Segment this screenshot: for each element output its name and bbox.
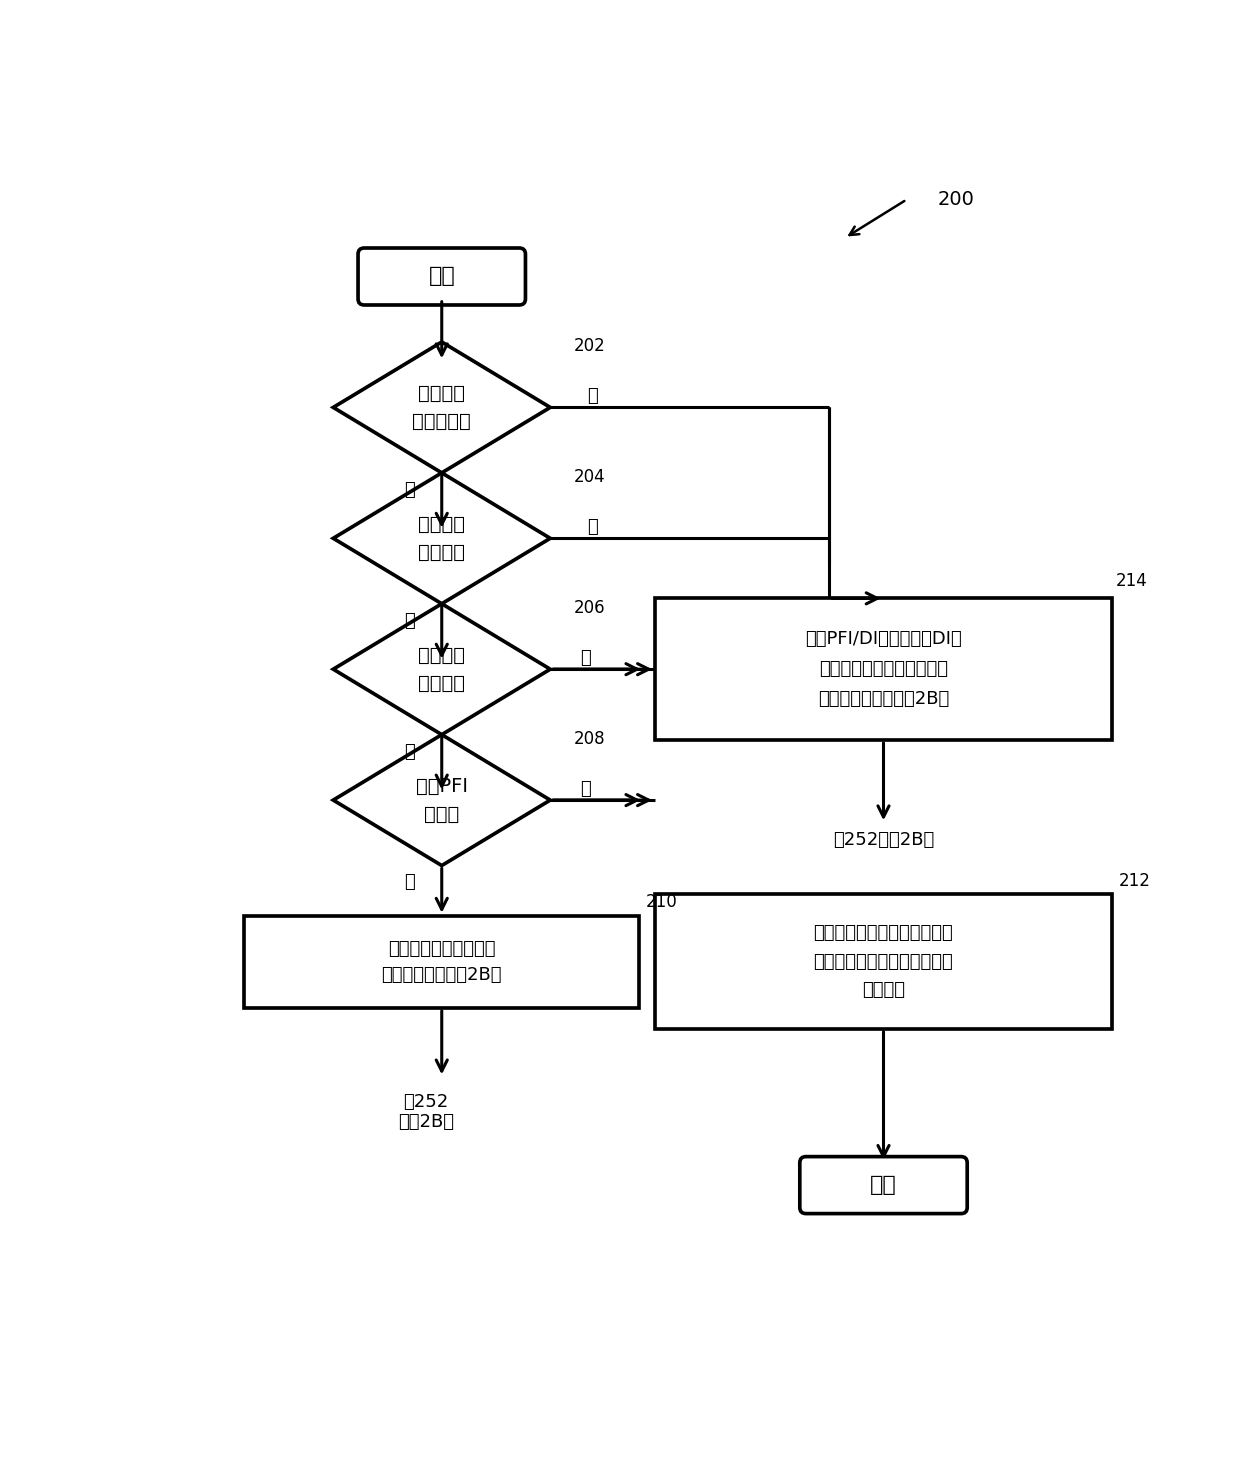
Text: 208: 208 xyxy=(573,729,605,748)
Text: 用进气道燃料喷射调节发动机: 用进气道燃料喷射调节发动机 xyxy=(813,925,954,942)
Text: 数的起动？: 数的起动？ xyxy=(413,412,471,431)
Text: 是: 是 xyxy=(580,779,590,798)
Polygon shape xyxy=(334,343,551,473)
Text: 202: 202 xyxy=(573,337,605,354)
Text: 开始: 开始 xyxy=(428,266,455,287)
Text: 存在PFI: 存在PFI xyxy=(415,776,467,795)
Text: 206: 206 xyxy=(573,598,605,616)
Text: 否: 否 xyxy=(404,612,414,629)
Polygon shape xyxy=(334,604,551,735)
Polygon shape xyxy=(334,473,551,604)
Text: 210: 210 xyxy=(646,892,677,911)
Text: 行驶阀值: 行驶阀值 xyxy=(418,514,465,534)
Text: 发动机燃料供给（图2B）: 发动机燃料供给（图2B） xyxy=(818,691,949,709)
Text: 是: 是 xyxy=(588,387,598,404)
Text: 到252: 到252 xyxy=(404,1092,449,1111)
Text: 燃料供给，并根据需要仅激活: 燃料供给，并根据需要仅激活 xyxy=(813,953,954,970)
Bar xyxy=(244,916,640,1008)
Text: 是: 是 xyxy=(580,648,590,667)
Bar xyxy=(655,894,1112,1029)
Text: 214: 214 xyxy=(1116,572,1148,591)
Text: 200: 200 xyxy=(937,190,975,209)
FancyBboxPatch shape xyxy=(800,1157,967,1214)
Text: 硬件？: 硬件？ xyxy=(424,804,459,823)
Polygon shape xyxy=(334,735,551,866)
Text: 对于PFI/DI系统和仅有DI的: 对于PFI/DI系统和仅有DI的 xyxy=(805,631,962,648)
Text: 结束: 结束 xyxy=(870,1175,897,1195)
Text: 经过阀值: 经过阀值 xyxy=(418,384,465,403)
Text: 直接喷射: 直接喷射 xyxy=(862,982,905,1000)
Bar xyxy=(655,598,1112,741)
Text: 否: 否 xyxy=(404,873,414,891)
Text: 是: 是 xyxy=(588,517,598,535)
Text: 使用预递送校准调节发: 使用预递送校准调节发 xyxy=(388,939,496,958)
Text: （图2B）: （图2B） xyxy=(398,1113,454,1130)
Text: 到252（图2B）: 到252（图2B） xyxy=(833,831,934,850)
Text: 204: 204 xyxy=(573,467,605,485)
Text: 送状况？: 送状况？ xyxy=(418,673,465,692)
Text: 动机燃料供给（图2B）: 动机燃料供给（图2B） xyxy=(382,966,502,983)
Text: 否: 否 xyxy=(404,481,414,498)
Text: 系统，使用递送后校准调节: 系统，使用递送后校准调节 xyxy=(818,660,949,678)
FancyBboxPatch shape xyxy=(358,248,526,304)
Text: 否: 否 xyxy=(404,742,414,760)
Text: 退出预递: 退出预递 xyxy=(418,645,465,664)
Text: 212: 212 xyxy=(1118,872,1151,889)
Text: 英里数？: 英里数？ xyxy=(418,542,465,562)
